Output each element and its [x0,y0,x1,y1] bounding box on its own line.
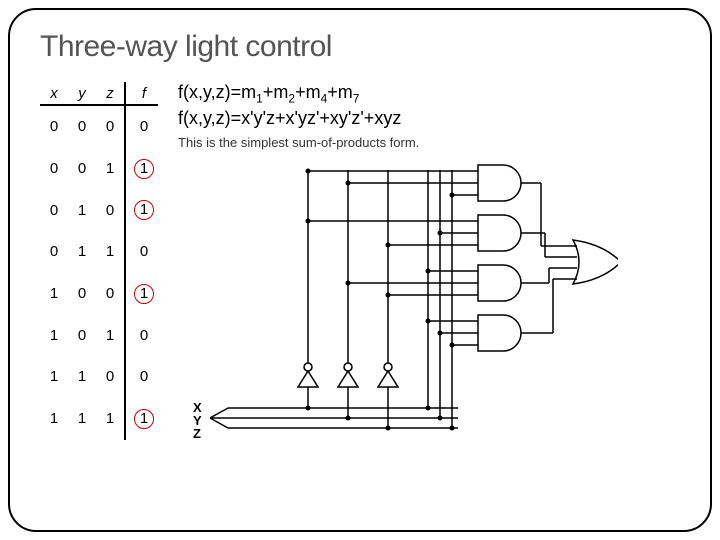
cell-f: 0 [124,314,158,356]
cell-z: 1 [96,398,124,440]
cell-x: 1 [40,356,68,398]
cell-x: 1 [40,314,68,356]
cell-x: 0 [40,189,68,231]
table-header: x y z f [40,82,158,106]
page-title: Three-way light control [40,30,680,64]
right-column: f(x,y,z)=m1+m2+m4+m7 f(x,y,z)=x'y'z+x'yz… [178,82,680,440]
col-y: y [68,82,96,106]
cell-z: 0 [96,273,124,315]
circuit-diagram: X Y Z [178,160,618,440]
cell-y: 0 [68,148,96,190]
cell-x: 0 [40,148,68,190]
input-label-z: Z [193,426,201,441]
table-row: 0101 [40,189,158,231]
table-row: 0110 [40,231,158,273]
cell-z: 1 [96,231,124,273]
cell-x: 1 [40,273,68,315]
formula-sop: f(x,y,z)=x'y'z+x'yz'+xy'z'+xyz [178,108,680,129]
cell-z: 1 [96,148,124,190]
cell-z: 0 [96,106,124,148]
cell-z: 1 [96,314,124,356]
cell-f: 1 [124,273,158,315]
cell-y: 0 [68,273,96,315]
col-x: x [40,82,68,106]
col-z: z [96,82,124,106]
cell-z: 0 [96,189,124,231]
table-row: 1111 [40,398,158,440]
cell-x: 0 [40,231,68,273]
cell-f: 0 [124,231,158,273]
table-row: 1010 [40,314,158,356]
cell-y: 1 [68,231,96,273]
cell-y: 1 [68,356,96,398]
cell-f: 0 [124,106,158,148]
circuit-svg [178,160,618,440]
truth-table: x y z f 00000011010101101001101011001111 [40,82,158,440]
cell-y: 1 [68,189,96,231]
cell-f: 1 [124,189,158,231]
formula-minterm: f(x,y,z)=m1+m2+m4+m7 [178,82,680,106]
cell-z: 0 [96,356,124,398]
cell-f: 0 [124,356,158,398]
cell-y: 0 [68,106,96,148]
slide-frame: Three-way light control x y z f 00000011… [8,8,712,532]
table-row: 1001 [40,273,158,315]
cell-f: 1 [124,148,158,190]
cell-x: 0 [40,106,68,148]
cell-x: 1 [40,398,68,440]
table-row: 0000 [40,106,158,148]
cell-f: 1 [124,398,158,440]
table-row: 1100 [40,356,158,398]
cell-y: 1 [68,398,96,440]
table-row: 0011 [40,148,158,190]
note-text: This is the simplest sum-of-products for… [178,135,680,150]
content-row: x y z f 00000011010101101001101011001111… [40,82,680,440]
col-f: f [124,82,158,106]
cell-y: 0 [68,314,96,356]
